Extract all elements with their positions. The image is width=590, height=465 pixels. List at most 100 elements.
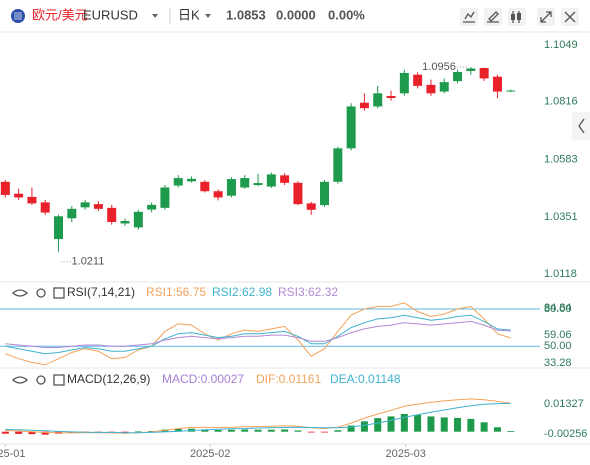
candle-body (160, 187, 170, 208)
macd-bar (1, 431, 9, 434)
macd-bar (454, 417, 462, 432)
candle-body (54, 216, 64, 240)
period-dropdown[interactable] (205, 14, 211, 18)
candle-body (133, 211, 143, 228)
indicator-line (5, 320, 511, 348)
macd-bar (400, 413, 408, 432)
indicator-line (5, 314, 511, 355)
candle-body (280, 175, 290, 183)
macd-bar (321, 431, 329, 433)
close-indicator[interactable] (53, 287, 65, 299)
visibility-toggle[interactable] (12, 289, 28, 297)
candle-body (80, 202, 90, 208)
x-tick-label: 2025-02 (190, 448, 230, 460)
macd-controls (12, 374, 65, 386)
candle-body (346, 106, 356, 149)
candle-body (27, 196, 37, 204)
fullscreen-button[interactable] (537, 8, 555, 26)
candle-body (306, 203, 316, 210)
low-label: 1.0211 (72, 256, 105, 268)
candle-body (0, 181, 10, 195)
macd-bar (493, 427, 501, 432)
y-tick-label: 1.0816 (544, 96, 578, 108)
candle-body (213, 191, 223, 198)
y-tick-label: 50.00 (544, 340, 572, 352)
rsi-controls (12, 287, 65, 299)
candle-body (200, 181, 210, 192)
macd-bar (294, 430, 302, 432)
price-change-pct: 0.00% (328, 7, 365, 22)
candle-body (439, 82, 449, 92)
macd-bar (374, 418, 382, 432)
macd-bar (414, 414, 422, 432)
macd-bar (281, 429, 289, 432)
macd-bar (214, 429, 222, 432)
candle-body (320, 181, 330, 206)
symbol[interactable]: EURUSD (83, 7, 138, 22)
flag-stripe (14, 12, 22, 20)
candle-body (240, 178, 250, 188)
candle-type-button[interactable] (508, 8, 526, 26)
macd-bar (241, 429, 249, 432)
y-tick-label: 84.84 (544, 302, 572, 314)
legend-entry: DEA:0.01148 (330, 372, 401, 386)
candle-body (266, 174, 276, 187)
candle-body (40, 202, 50, 213)
macd-bar (254, 429, 262, 432)
macd-bar (307, 431, 315, 433)
x-tick-label: 2025-03 (385, 448, 425, 460)
candle-body (333, 148, 343, 182)
candle-body (67, 208, 77, 219)
close-indicator[interactable] (53, 374, 65, 386)
x-tick-label: 2025-01 (0, 448, 26, 460)
settings-button[interactable] (36, 375, 46, 385)
y-tick-label: 1.0351 (544, 211, 578, 223)
macd-bar (347, 425, 355, 432)
period[interactable]: 日K (178, 7, 200, 22)
candle-body (426, 84, 436, 94)
macd-bar (201, 429, 209, 432)
indicator-title: RSI(7,14,21) (67, 285, 135, 299)
legend-entry: MACD:0.00027 (162, 372, 244, 386)
macd-bar (387, 416, 395, 432)
close-button[interactable] (561, 8, 579, 26)
macd-bar (41, 431, 49, 435)
candle-body (506, 90, 516, 92)
y-tick-label: 1.0583 (544, 153, 578, 165)
settings-button[interactable] (36, 288, 46, 298)
pair-name[interactable]: 欧元/美元 (32, 7, 88, 22)
candle-body (226, 179, 236, 196)
candle-body (107, 207, 117, 222)
legend-entry: RSI3:62.32 (278, 285, 338, 299)
indicator-button[interactable] (460, 8, 478, 26)
indicator-title: MACD(12,26,9) (67, 372, 150, 386)
macd-bar (121, 431, 129, 433)
candle-body (93, 204, 103, 209)
macd-line (5, 402, 511, 434)
candle-body (453, 71, 463, 82)
candle-body (466, 68, 476, 71)
collapse-button[interactable] (572, 112, 590, 140)
indicator-line (5, 302, 511, 366)
y-tick-label: -0.00256 (544, 428, 587, 440)
candle-body (293, 182, 303, 205)
macd-bar (360, 421, 368, 432)
candle-body (386, 96, 396, 99)
y-tick-label: 1.1049 (544, 39, 578, 51)
high-label: 1.0956 (422, 61, 456, 73)
candle-body (120, 220, 130, 224)
legend-entry: RSI1:56.75 (146, 285, 206, 299)
flag-icon (11, 9, 25, 23)
candle-body (187, 178, 197, 182)
visibility-toggle[interactable] (12, 376, 28, 384)
price-change: 0.0000 (276, 7, 316, 22)
candle-body (399, 72, 409, 94)
macd-bar (15, 431, 23, 434)
macd-bar (267, 429, 275, 432)
macd-bar (507, 431, 515, 432)
draw-button[interactable] (484, 8, 502, 26)
candle-body (147, 204, 157, 210)
symbol-dropdown[interactable] (152, 14, 158, 18)
